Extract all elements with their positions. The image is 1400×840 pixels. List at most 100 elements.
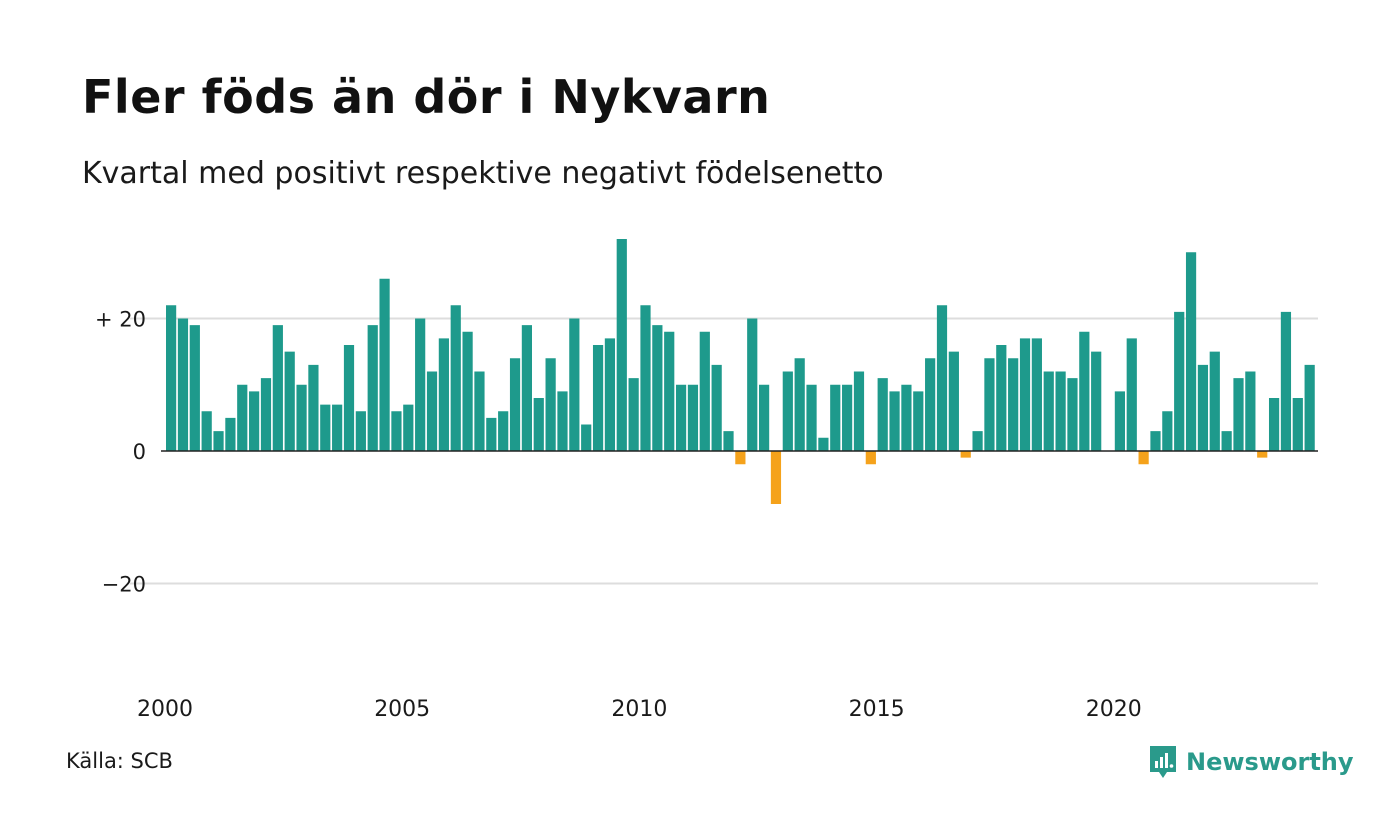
bar-negative [770,451,782,504]
bar-positive [1209,351,1220,452]
bar-negative [1138,451,1149,465]
bar-positive [842,384,853,451]
bar-positive [332,404,343,452]
bar-layer [166,239,1315,504]
bar-positive [426,371,438,451]
bar-positive [569,318,580,451]
bar-positive [1067,378,1078,452]
bar-positive [1174,311,1185,452]
bar-positive [272,325,283,452]
bar-positive [320,404,331,452]
bar-positive [391,411,402,451]
bar-positive [1162,411,1173,451]
bar-positive [509,358,521,451]
y-axis-labels: + 20 0 −20 [95,308,146,597]
bar-positive [462,331,473,451]
bar-positive [498,411,509,451]
grid-layer [130,317,1318,585]
chart-title: Fler föds än dör i Nykvarn [82,70,771,124]
bar-positive [759,384,770,451]
bar-positive [925,358,936,451]
bar-positive [794,358,805,451]
brand-name: Newsworthy [1186,748,1354,776]
bar-positive [545,358,556,451]
bar-positive [806,384,817,451]
bar-positive [853,371,865,451]
bar-positive [225,417,236,452]
bar-positive [830,384,841,451]
bar-positive [308,364,319,452]
bar-positive [237,384,248,451]
bar-positive [415,318,426,451]
bar-positive [521,325,532,452]
bar-positive [177,318,189,451]
bar-positive [901,384,912,451]
bar-positive [1233,378,1244,452]
bar-positive [1268,398,1280,451]
bar-positive [1221,431,1232,452]
x-tick-label: 2005 [374,697,430,722]
bar-positive [889,391,900,452]
bar-positive [581,424,592,451]
bar-positive [664,331,675,451]
bar-positive [379,278,390,451]
bar-positive [1019,338,1031,452]
bar-positive [640,305,651,451]
source-label: Källa: SCB [66,749,173,773]
bar-positive [284,351,295,452]
bar-positive [675,384,687,451]
bar-positive [616,239,627,451]
newsworthy-logo-icon [1150,746,1176,778]
bar-positive [1031,338,1042,452]
bar-positive [450,305,461,451]
x-tick-label: 2000 [137,697,193,722]
x-axis-labels: 2000 2005 2010 2015 2020 [137,697,1142,722]
brand-logo[interactable]: Newsworthy [1148,742,1354,782]
bar-positive [1079,331,1090,451]
bar-positive [1245,371,1256,451]
bar-positive [1114,391,1125,452]
bar-positive [1043,371,1054,451]
bar-positive [1280,311,1292,452]
bar-positive [296,384,307,451]
bar-positive [1292,398,1303,451]
bar-positive [1197,364,1209,452]
bar-positive [1304,364,1315,452]
bar-positive [711,364,722,452]
bar-positive [166,305,177,451]
bar-positive [913,391,924,452]
bar-positive [1185,252,1197,451]
bar-positive [877,378,888,452]
bar-positive [1126,338,1137,452]
bar-positive [782,371,793,451]
bar-positive [1150,431,1161,452]
bar-positive [592,345,604,451]
bar-positive [260,378,272,452]
bar-positive [628,378,639,452]
bar-positive [723,431,734,452]
bar-positive [343,345,355,451]
bar-negative [865,451,876,465]
y-tick-label: + 20 [95,308,146,332]
bar-positive [604,338,616,452]
bar-positive [533,398,544,451]
bar-positive [249,391,260,452]
chart-subtitle: Kvartal med positivt respektive negativt… [82,156,884,191]
bar-positive [652,325,663,452]
y-tick-label: −20 [102,573,146,597]
x-tick-label: 2015 [849,697,905,722]
bar-positive [972,431,983,452]
bar-positive [1055,371,1066,451]
bar-positive [438,338,449,452]
bar-positive [557,391,568,452]
x-tick-label: 2010 [611,697,667,722]
bar-positive [355,411,366,451]
bar-positive [403,404,414,452]
bar-positive [818,437,829,451]
bar-negative [960,451,971,458]
bar-negative [735,451,746,465]
bar-positive [984,358,995,451]
x-tick-label: 2020 [1086,697,1142,722]
bar-negative [1257,451,1268,458]
bar-positive [201,411,212,451]
